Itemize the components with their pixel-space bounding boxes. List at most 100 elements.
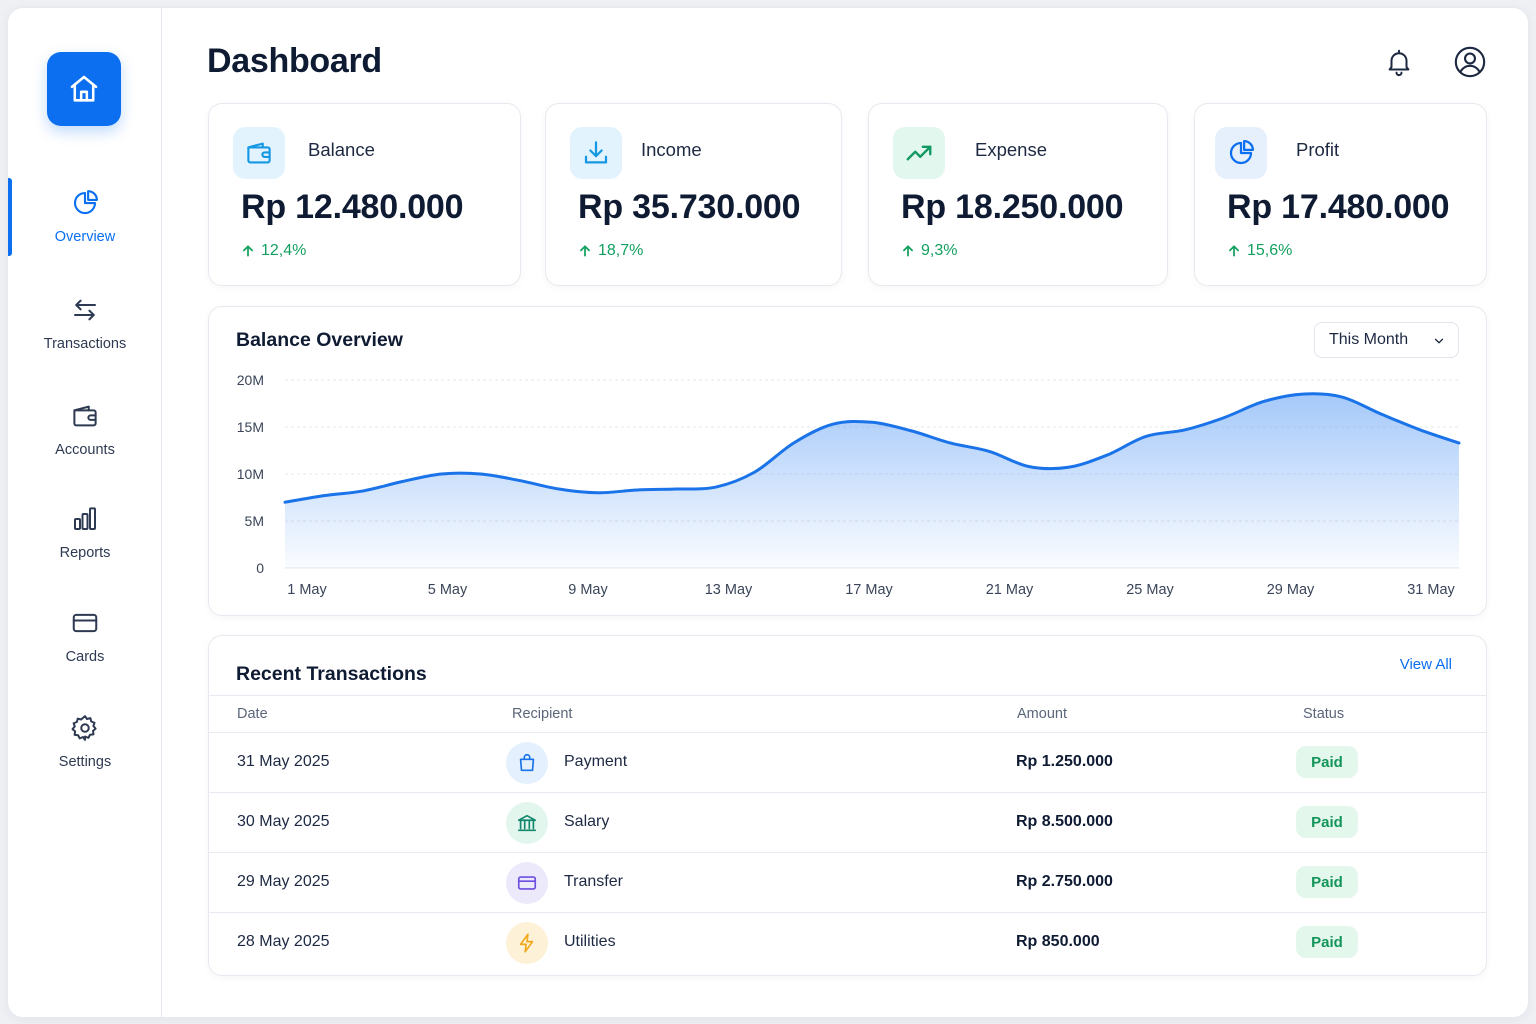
trending-up-icon bbox=[893, 127, 945, 179]
home-icon bbox=[70, 75, 98, 102]
credit-card-icon bbox=[69, 607, 101, 639]
x-tick-label: 29 May bbox=[1267, 582, 1315, 598]
tx-date: 29 May 2025 bbox=[237, 873, 330, 890]
wallet-icon bbox=[69, 400, 101, 432]
status-badge: Paid bbox=[1296, 926, 1358, 958]
y-tick-label: 15M bbox=[237, 419, 264, 435]
stat-value: Rp 17.480.000 bbox=[1227, 188, 1450, 226]
sidebar-item-cards[interactable]: Cards bbox=[8, 591, 162, 681]
sidebar-item-reports[interactable]: Reports bbox=[8, 487, 162, 577]
x-tick-label: 5 May bbox=[428, 582, 468, 598]
x-tick-label: 17 May bbox=[845, 582, 893, 598]
balance-overview-panel: 0 5M 10M 15M 20M 1 May 5 May 9 May 13 May 17 May 2… bbox=[208, 306, 1487, 616]
y-tick-label: 20M bbox=[237, 372, 264, 388]
stat-label: Profit bbox=[1296, 139, 1340, 160]
stat-change-value: 12,4% bbox=[261, 242, 307, 259]
notifications-button[interactable] bbox=[1381, 44, 1417, 80]
table-row[interactable]: 29 May 2025 Transfer Rp 2.750.000 Paid bbox=[209, 853, 1486, 913]
series-area bbox=[285, 393, 1459, 568]
sidebar-item-label: Reports bbox=[59, 545, 111, 561]
active-nav-indicator bbox=[8, 178, 12, 256]
sidebar-item-label: Settings bbox=[58, 754, 112, 770]
stat-card-balance: Balance Rp 12.480.000 12,4% bbox=[208, 103, 521, 286]
x-tick-label: 25 May bbox=[1126, 582, 1174, 598]
profile-button[interactable] bbox=[1452, 44, 1488, 80]
stat-change: 12,4% bbox=[241, 242, 306, 260]
stat-card-income: Income Rp 35.730.000 18,7% bbox=[545, 103, 842, 286]
status-badge: Paid bbox=[1296, 866, 1358, 898]
table-row[interactable]: 31 May 2025 Payment Rp 1.250.000 Paid bbox=[209, 733, 1486, 793]
tx-date: 28 May 2025 bbox=[237, 933, 330, 950]
stat-label: Balance bbox=[308, 139, 375, 160]
stat-change: 9,3% bbox=[901, 242, 957, 260]
stat-value: Rp 35.730.000 bbox=[578, 188, 801, 226]
column-header-status: Status bbox=[1303, 706, 1345, 722]
sidebar-item-label: Overview bbox=[54, 229, 116, 245]
x-tick-label: 1 May bbox=[287, 582, 327, 598]
stat-change-value: 18,7% bbox=[598, 242, 644, 259]
tx-amount: Rp 1.250.000 bbox=[1016, 753, 1113, 770]
y-tick-label: 5M bbox=[245, 513, 264, 529]
x-tick-label: 13 May bbox=[705, 582, 753, 598]
sidebar: Overview Transactions Accounts bbox=[8, 8, 162, 1017]
bank-icon bbox=[506, 802, 548, 844]
bolt-icon bbox=[506, 922, 548, 964]
user-avatar-icon bbox=[1454, 46, 1486, 78]
stat-card-profit: Profit Rp 17.480.000 15,6% bbox=[1194, 103, 1487, 286]
x-tick-label: 21 May bbox=[986, 582, 1034, 598]
view-all-link[interactable]: View All bbox=[1399, 656, 1452, 673]
arrow-up-icon bbox=[1229, 245, 1239, 257]
sidebar-item-transactions[interactable]: Transactions bbox=[8, 278, 162, 368]
app-window: Overview Transactions Accounts bbox=[7, 7, 1529, 1018]
sidebar-item-label: Cards bbox=[65, 649, 105, 665]
x-tick-label: 31 May bbox=[1407, 582, 1455, 598]
status-badge: Paid bbox=[1296, 746, 1358, 778]
stat-value: Rp 18.250.000 bbox=[901, 188, 1124, 226]
period-select-value: This Month bbox=[1329, 331, 1409, 348]
stat-value: Rp 12.480.000 bbox=[241, 188, 464, 226]
transactions-title: Recent Transactions bbox=[236, 663, 427, 685]
tx-recipient: Salary bbox=[564, 813, 610, 830]
tx-amount: Rp 2.750.000 bbox=[1016, 873, 1113, 890]
sidebar-item-label: Accounts bbox=[55, 442, 115, 458]
series-line bbox=[283, 392, 1461, 504]
balance-chart: 0 5M 10M 15M 20M 1 May 5 May 9 May 13 May 17 May 2… bbox=[237, 372, 1461, 598]
download-icon bbox=[570, 127, 622, 179]
recent-transactions-panel: Recent Transactions View All Date Recipi… bbox=[208, 635, 1487, 976]
y-tick-label: 10M bbox=[237, 466, 264, 482]
chart-title: Balance Overview bbox=[236, 329, 403, 351]
home-button[interactable] bbox=[47, 52, 121, 126]
status-badge: Paid bbox=[1296, 806, 1358, 838]
stat-label: Expense bbox=[975, 139, 1047, 160]
gear-icon bbox=[69, 712, 101, 744]
stat-card-expense: Expense Rp 18.250.000 9,3% bbox=[868, 103, 1168, 286]
pie-chart-icon bbox=[69, 187, 101, 219]
bell-icon bbox=[1388, 49, 1410, 77]
wallet-icon bbox=[233, 127, 285, 179]
table-header: Date Recipient Amount Status bbox=[209, 695, 1486, 733]
arrows-swap-icon bbox=[69, 294, 101, 326]
stat-change-value: 15,6% bbox=[1247, 242, 1293, 259]
sidebar-item-accounts[interactable]: Accounts bbox=[8, 384, 162, 474]
arrow-up-icon bbox=[580, 245, 590, 257]
bar-chart-icon bbox=[69, 503, 101, 535]
stat-change-value: 9,3% bbox=[921, 242, 958, 259]
tx-date: 30 May 2025 bbox=[237, 813, 330, 830]
stat-change: 15,6% bbox=[1227, 242, 1292, 260]
tx-amount: Rp 850.000 bbox=[1016, 933, 1100, 950]
tx-date: 31 May 2025 bbox=[237, 753, 330, 770]
column-header-date: Date bbox=[237, 706, 268, 722]
sidebar-item-label: Transactions bbox=[43, 336, 127, 352]
sidebar-item-overview[interactable]: Overview bbox=[8, 171, 162, 261]
tx-recipient: Utilities bbox=[564, 933, 616, 950]
period-select[interactable]: This Month bbox=[1314, 322, 1459, 358]
arrow-up-icon bbox=[243, 245, 253, 257]
chevron-down-icon bbox=[1434, 338, 1444, 344]
shopping-bag-icon bbox=[506, 742, 548, 784]
tx-recipient: Transfer bbox=[564, 873, 623, 890]
tx-amount: Rp 8.500.000 bbox=[1016, 813, 1113, 830]
table-row[interactable]: 30 May 2025 Salary Rp 8.500.000 Paid bbox=[209, 793, 1486, 853]
sidebar-item-settings[interactable]: Settings bbox=[8, 696, 162, 786]
table-row[interactable]: 28 May 2025 Utilities Rp 850.000 Paid bbox=[209, 913, 1486, 973]
column-header-amount: Amount bbox=[1017, 706, 1067, 722]
